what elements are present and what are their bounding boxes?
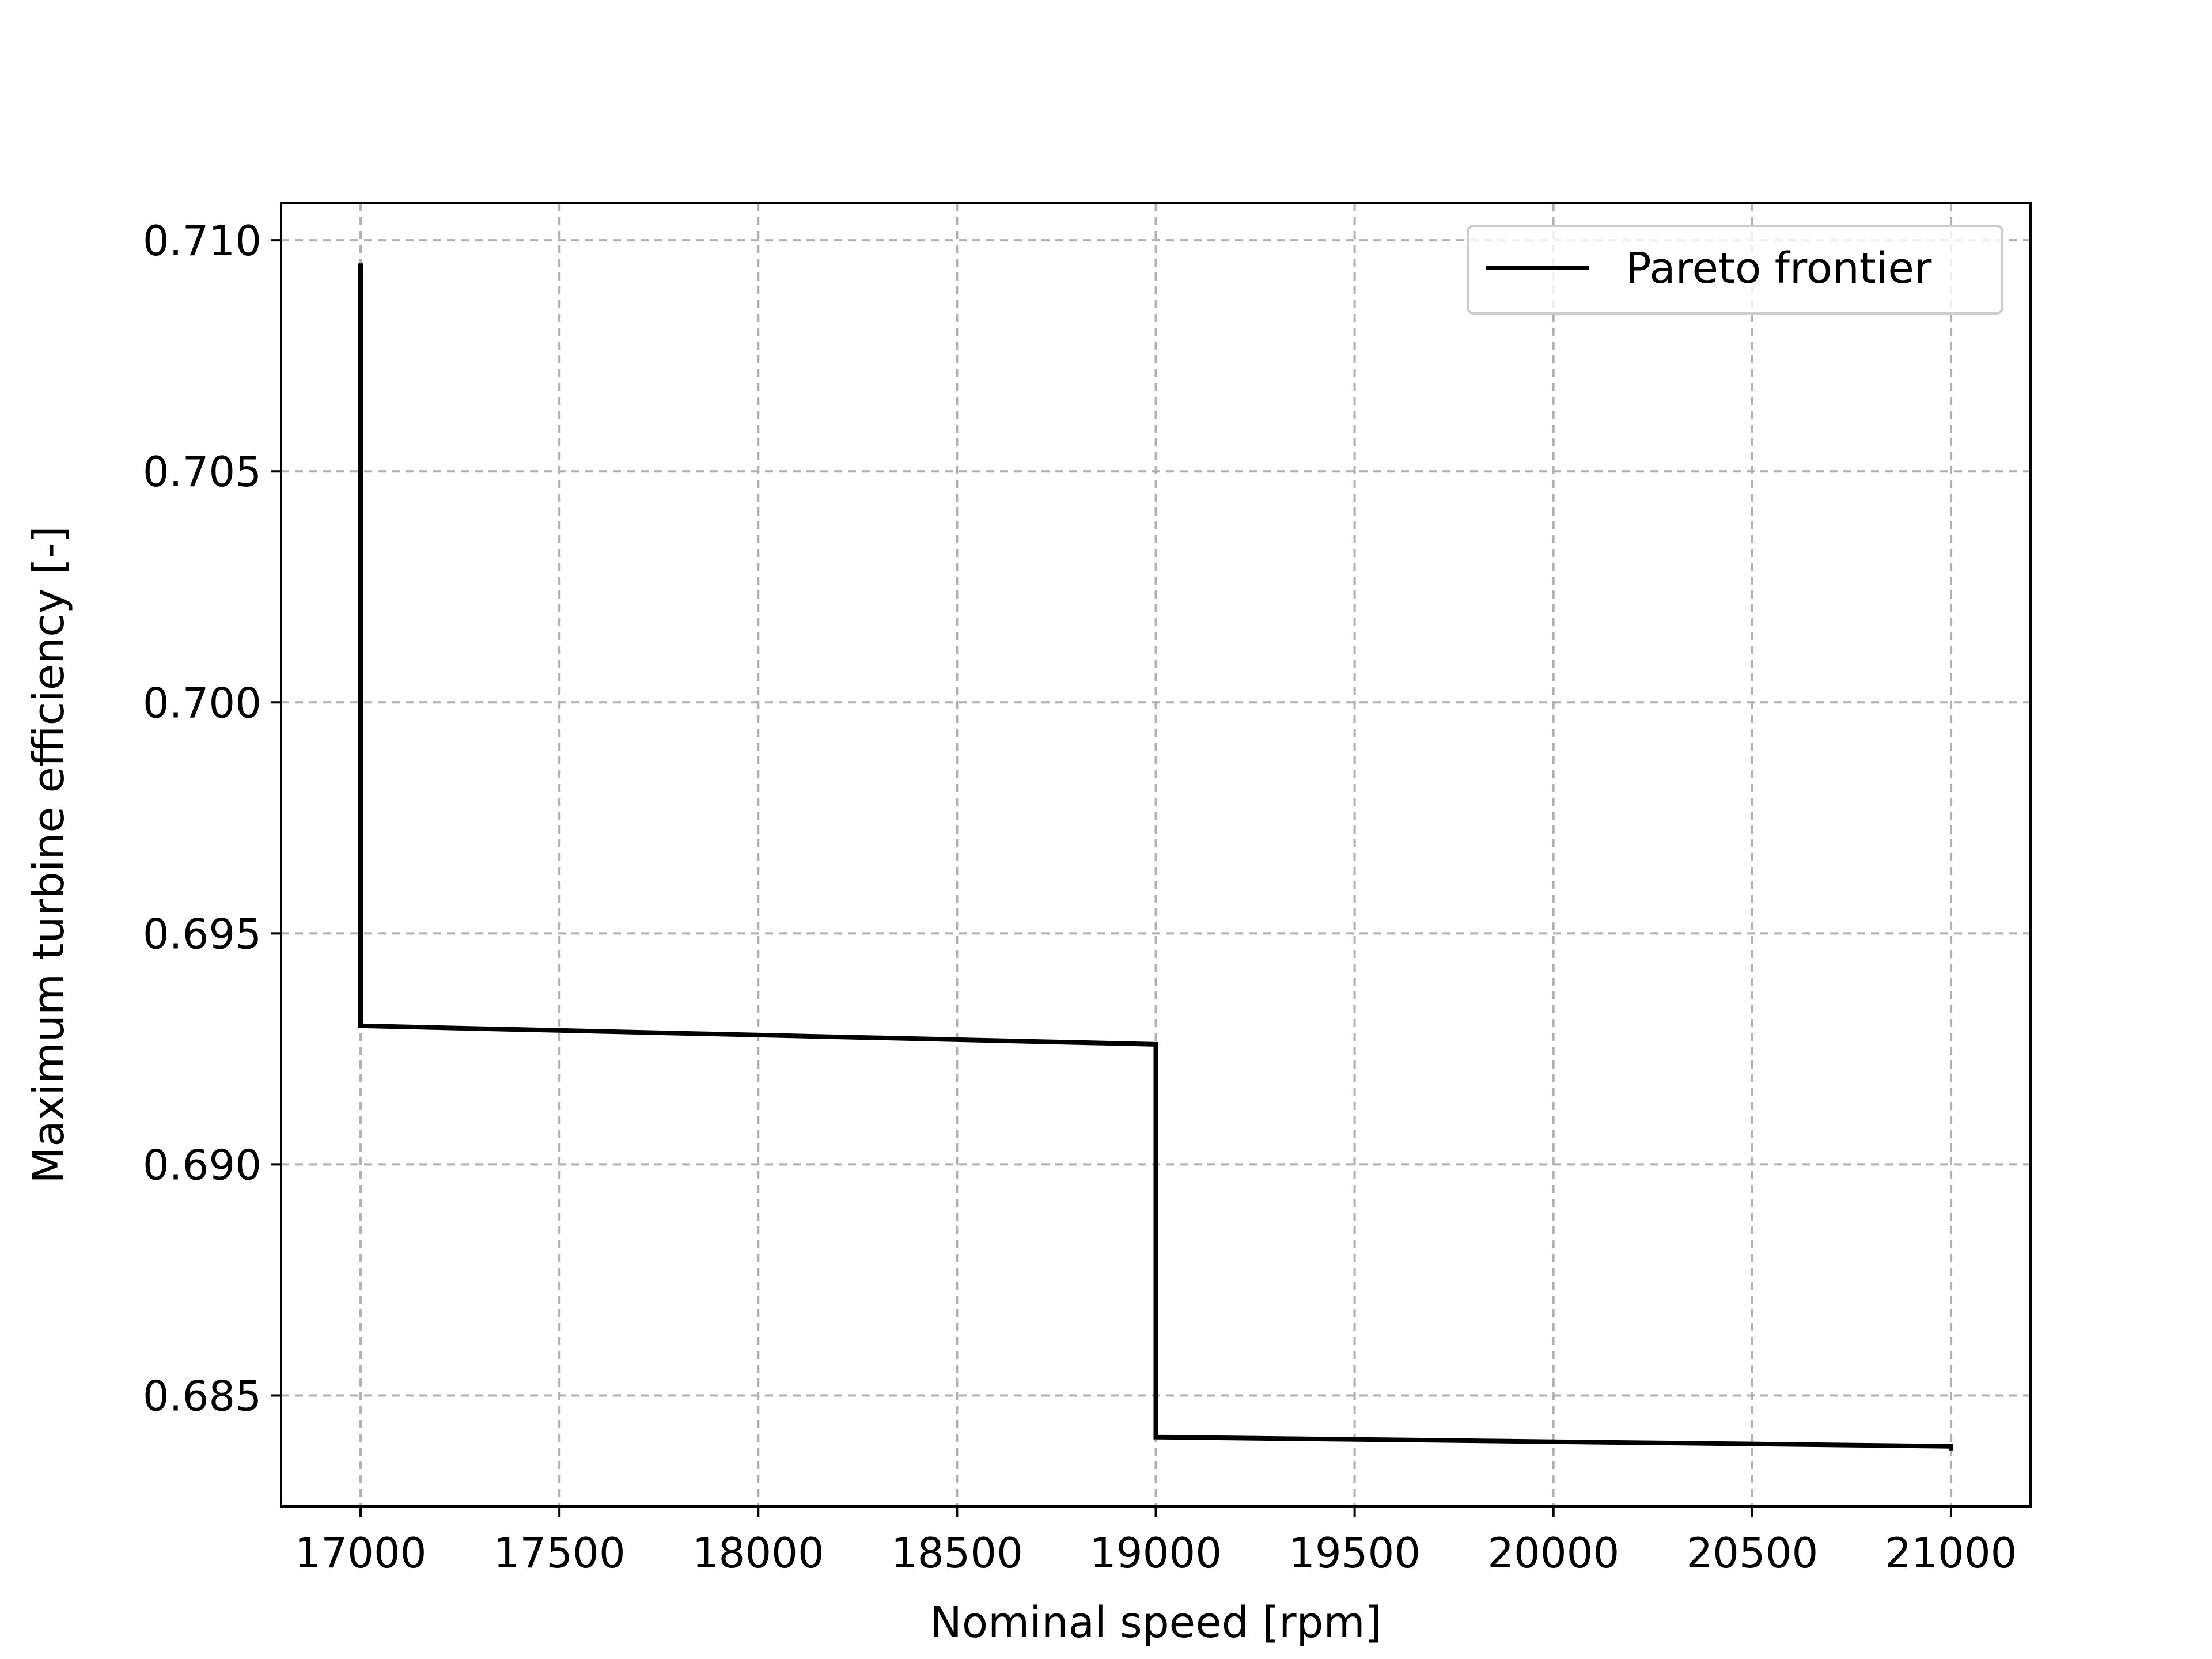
- y-axis-ticks: 0.685 0.690 0.695 0.700 0.705 0.710: [143, 217, 281, 1420]
- legend-label: Pareto frontier: [1626, 244, 1932, 293]
- series-line-pareto-frontier: [358, 263, 1953, 1451]
- x-tick-label: 19500: [1289, 1529, 1421, 1577]
- x-tick-label: 20500: [1686, 1529, 1818, 1577]
- grid-layer: [281, 203, 2031, 1506]
- x-tick-label: 17500: [494, 1529, 626, 1577]
- x-tick-label: 18000: [692, 1529, 824, 1577]
- x-tick-label: 19000: [1090, 1529, 1222, 1577]
- x-axis-ticks: 17000 17500 18000 18500 19000 19500 20000 20500…: [295, 1506, 2017, 1577]
- legend: Pareto frontier: [1467, 225, 2003, 315]
- y-tick-label: 0.695: [143, 910, 262, 958]
- y-axis-label: Maximum turbine efficiency [-]: [24, 526, 74, 1183]
- series-layer: [358, 263, 1953, 1451]
- y-tick-label: 0.710: [143, 217, 262, 265]
- x-tick-label: 20000: [1487, 1529, 1619, 1577]
- y-tick-label: 0.690: [143, 1141, 262, 1189]
- legend-box: [1467, 225, 2003, 315]
- x-tick-label: 21000: [1885, 1529, 2017, 1577]
- y-tick-label: 0.705: [143, 448, 262, 496]
- x-tick-label: 18500: [891, 1529, 1023, 1577]
- x-tick-label: 17000: [295, 1529, 427, 1577]
- x-axis-label: Nominal speed [rpm]: [930, 1598, 1382, 1647]
- y-tick-label: 0.700: [143, 679, 262, 727]
- y-tick-label: 0.685: [143, 1372, 262, 1420]
